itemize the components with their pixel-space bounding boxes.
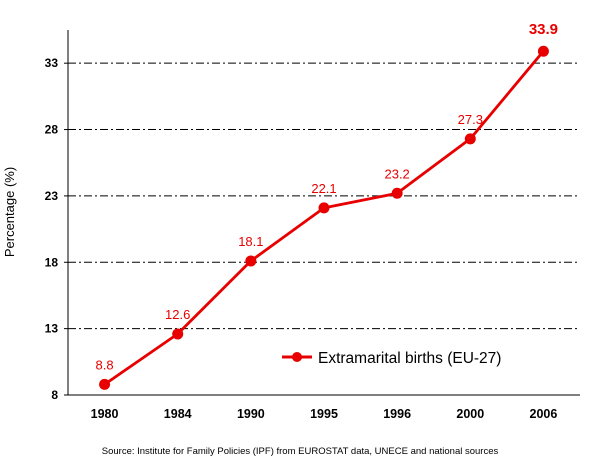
series-extramarital-births — [99, 45, 549, 390]
x-tick-label-1996: 1996 — [383, 407, 411, 421]
data-label-1984: 12.6 — [165, 307, 190, 322]
x-tick-label-2006: 2006 — [530, 407, 558, 421]
y-tick-label-18: 18 — [45, 255, 59, 269]
data-point-1980 — [99, 378, 111, 390]
data-point-1995 — [318, 202, 330, 214]
x-tick-label-1995: 1995 — [310, 407, 338, 421]
data-label-2006: 33.9 — [529, 21, 558, 38]
legend-dot-marker — [292, 352, 302, 362]
data-labels: 8.8 12.6 18.1 22.1 23.2 27.3 33.9 — [96, 21, 558, 372]
y-tick-labels: 8 13 18 23 28 33 — [45, 56, 68, 402]
x-tick-label-1984: 1984 — [164, 407, 192, 421]
data-point-1990 — [245, 255, 257, 267]
data-label-1995: 22.1 — [311, 181, 336, 196]
data-point-2006 — [537, 45, 549, 57]
y-tick-label-8: 8 — [51, 388, 58, 402]
y-axis-label: Percentage (%) — [2, 167, 17, 257]
legend-label: Extramarital births (EU-27) — [318, 350, 501, 367]
y-tick-label-28: 28 — [45, 123, 59, 137]
data-label-2000: 27.3 — [458, 112, 483, 127]
data-label-1996: 23.2 — [384, 166, 409, 181]
source-note: Source: Institute for Family Policies (I… — [101, 446, 499, 457]
data-point-1984 — [172, 328, 184, 340]
series-line — [103, 50, 545, 386]
y-tick-label-33: 33 — [45, 56, 59, 70]
x-tick-label-2000: 2000 — [456, 407, 484, 421]
data-point-2000 — [464, 133, 476, 145]
y-tick-label-23: 23 — [45, 189, 59, 203]
x-tick-label-1980: 1980 — [91, 407, 119, 421]
y-tick-label-13: 13 — [45, 322, 59, 336]
gridlines — [68, 62, 580, 330]
data-label-1980: 8.8 — [96, 357, 114, 372]
x-tick-labels: 1980 1984 1990 1995 1996 2000 2006 — [91, 407, 558, 421]
data-label-1990: 18.1 — [238, 234, 263, 249]
x-tick-label-1990: 1990 — [237, 407, 265, 421]
data-point-1996 — [391, 187, 403, 199]
legend: Extramarital births (EU-27) — [282, 350, 501, 367]
